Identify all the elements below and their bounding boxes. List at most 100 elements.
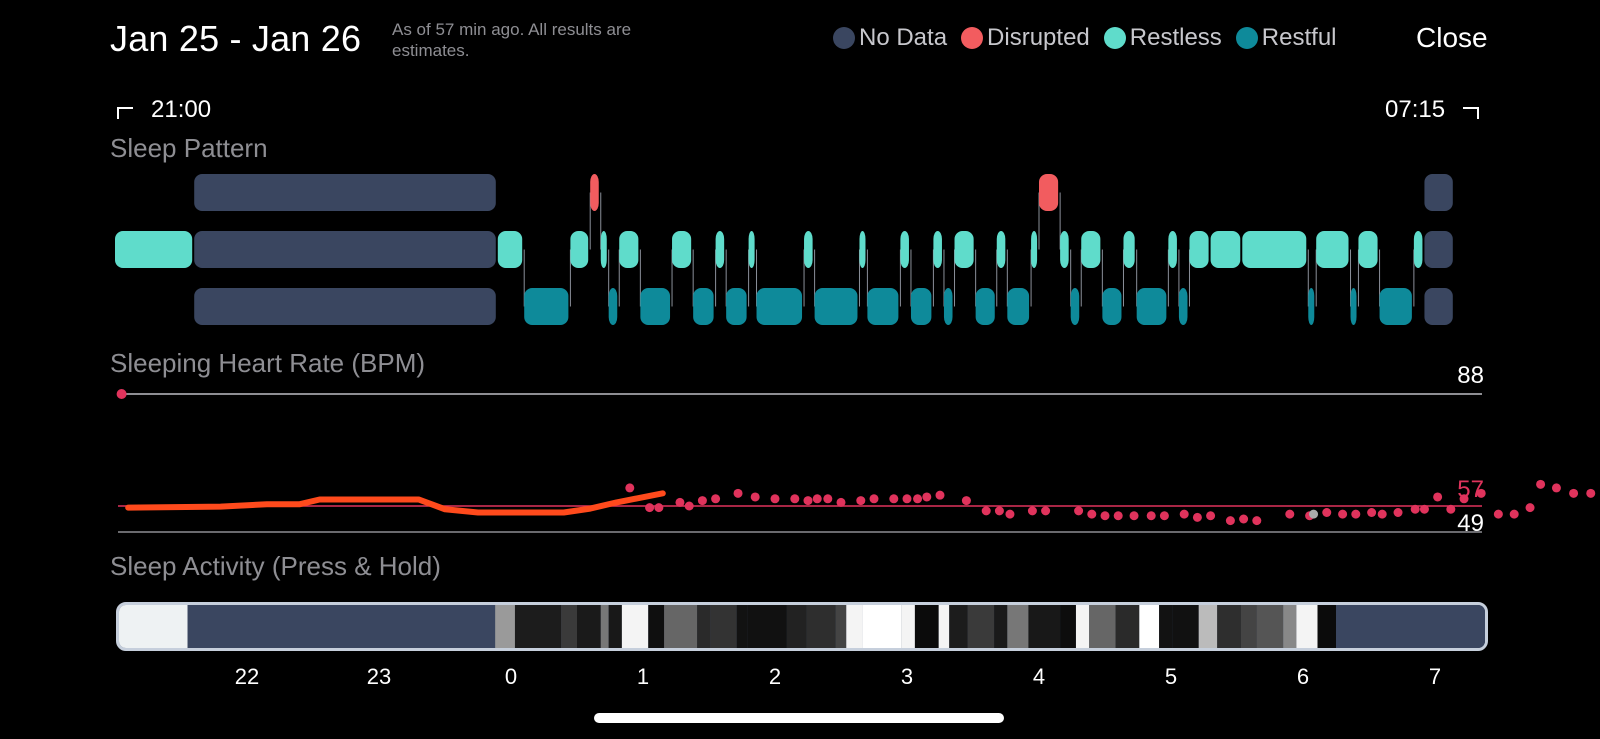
hr-point bbox=[697, 496, 707, 506]
restful-segment bbox=[814, 288, 858, 325]
restless-segment bbox=[1189, 231, 1209, 268]
home-indicator[interactable] bbox=[594, 713, 1004, 723]
restful-segment bbox=[943, 288, 953, 325]
x-tick-label: 4 bbox=[1032, 664, 1046, 689]
hr-point bbox=[750, 492, 760, 502]
hr-point bbox=[902, 494, 912, 504]
restless-segment bbox=[619, 231, 639, 268]
x-tick-label: 23 bbox=[366, 664, 392, 689]
restless-segment bbox=[954, 231, 974, 268]
hr-point bbox=[889, 494, 899, 504]
restless-segment bbox=[1031, 231, 1038, 268]
restless-segment bbox=[1060, 231, 1069, 268]
restless-segment bbox=[570, 231, 589, 268]
hr-point bbox=[1586, 488, 1596, 498]
no-data-segment bbox=[194, 231, 496, 268]
range-end-handle[interactable]: 07:15 bbox=[1385, 96, 1480, 124]
restless-segment bbox=[1123, 231, 1135, 268]
hr-point bbox=[1100, 511, 1110, 521]
restless-segment bbox=[1316, 231, 1349, 268]
hr-point bbox=[1351, 509, 1361, 519]
legend: No Data Disrupted Restless Restful bbox=[833, 24, 1351, 52]
restful-segment bbox=[1379, 288, 1412, 325]
hr-point bbox=[1005, 509, 1015, 519]
hr-point bbox=[1419, 504, 1429, 514]
x-tick-label: 7 bbox=[1428, 664, 1442, 689]
disrupted-segment bbox=[590, 174, 599, 211]
range-end-time: 07:15 bbox=[1385, 96, 1446, 123]
sleep-activity-bar[interactable] bbox=[116, 602, 1488, 651]
hr-point bbox=[922, 492, 932, 502]
hr-point bbox=[790, 494, 800, 504]
restless-segment bbox=[1081, 231, 1101, 268]
activity-band bbox=[697, 605, 711, 648]
hr-point bbox=[1074, 506, 1084, 516]
hr-point bbox=[1525, 503, 1535, 513]
legend-label: Restless bbox=[1129, 24, 1222, 51]
no-data-segment bbox=[1424, 231, 1453, 268]
hr-point bbox=[935, 490, 945, 500]
restful-segment bbox=[640, 288, 671, 325]
hr-point bbox=[1446, 504, 1456, 514]
restless-segment bbox=[715, 231, 725, 268]
hr-point bbox=[1367, 508, 1377, 517]
restful-segment bbox=[867, 288, 899, 325]
restless-segment bbox=[996, 231, 1006, 268]
activity-band bbox=[901, 605, 915, 648]
restful-segment bbox=[1136, 288, 1167, 325]
activity-strip bbox=[119, 605, 1485, 648]
no-data-segment bbox=[194, 174, 496, 211]
restful-segment bbox=[1102, 288, 1122, 325]
restful-segment bbox=[693, 288, 714, 325]
estimate-note: As of 57 min ago. All results are estima… bbox=[392, 20, 632, 60]
hr-point bbox=[770, 494, 780, 504]
activity-band bbox=[736, 605, 748, 648]
close-button[interactable]: Close bbox=[1416, 22, 1488, 53]
heart-rate-chart[interactable] bbox=[0, 380, 1600, 550]
activity-band bbox=[1007, 605, 1029, 648]
hr-point bbox=[733, 488, 743, 498]
restless-segment bbox=[115, 231, 193, 268]
hr-point bbox=[869, 494, 879, 504]
x-tick-label: 0 bbox=[504, 664, 518, 689]
hr-max-label: 88 bbox=[1457, 362, 1484, 389]
activity-band bbox=[621, 605, 649, 648]
legend-restless: Restless bbox=[1103, 24, 1222, 52]
activity-band bbox=[664, 605, 698, 648]
hr-point bbox=[654, 503, 664, 513]
activity-band bbox=[949, 605, 968, 648]
hr-point bbox=[1509, 509, 1519, 519]
restless-segment bbox=[804, 231, 813, 268]
hr-point bbox=[981, 506, 991, 516]
activity-band bbox=[1217, 605, 1241, 648]
hr-point bbox=[1377, 509, 1387, 519]
activity-band bbox=[1089, 605, 1116, 648]
hr-point bbox=[1493, 509, 1503, 519]
restful-segment bbox=[1070, 288, 1080, 325]
hr-min-label: 49 bbox=[1457, 510, 1484, 537]
hr-point bbox=[625, 483, 635, 493]
activity-band bbox=[786, 605, 807, 648]
hr-point-gray bbox=[1309, 509, 1319, 519]
range-start-handle[interactable]: 21:00 bbox=[117, 96, 211, 124]
activity-band bbox=[1296, 605, 1318, 648]
hr-point bbox=[1476, 488, 1486, 498]
hr-point bbox=[1225, 516, 1235, 526]
restful-segment bbox=[1350, 288, 1357, 325]
activity-band bbox=[561, 605, 577, 648]
activity-band bbox=[862, 605, 902, 648]
legend-no-data: No Data bbox=[833, 24, 947, 52]
x-tick-label: 5 bbox=[1164, 664, 1178, 689]
restless-segment bbox=[1168, 231, 1177, 268]
x-tick-label: 1 bbox=[636, 664, 650, 689]
hr-line bbox=[125, 490, 666, 516]
restless-segment bbox=[748, 231, 755, 268]
restless-segment bbox=[933, 231, 942, 268]
hr-point bbox=[1113, 511, 1123, 521]
hr-point bbox=[1393, 508, 1403, 517]
sleep-pattern-chart[interactable] bbox=[0, 170, 1600, 330]
activity-band bbox=[514, 605, 562, 648]
activity-band bbox=[1139, 605, 1160, 648]
hr-point bbox=[1551, 483, 1561, 493]
